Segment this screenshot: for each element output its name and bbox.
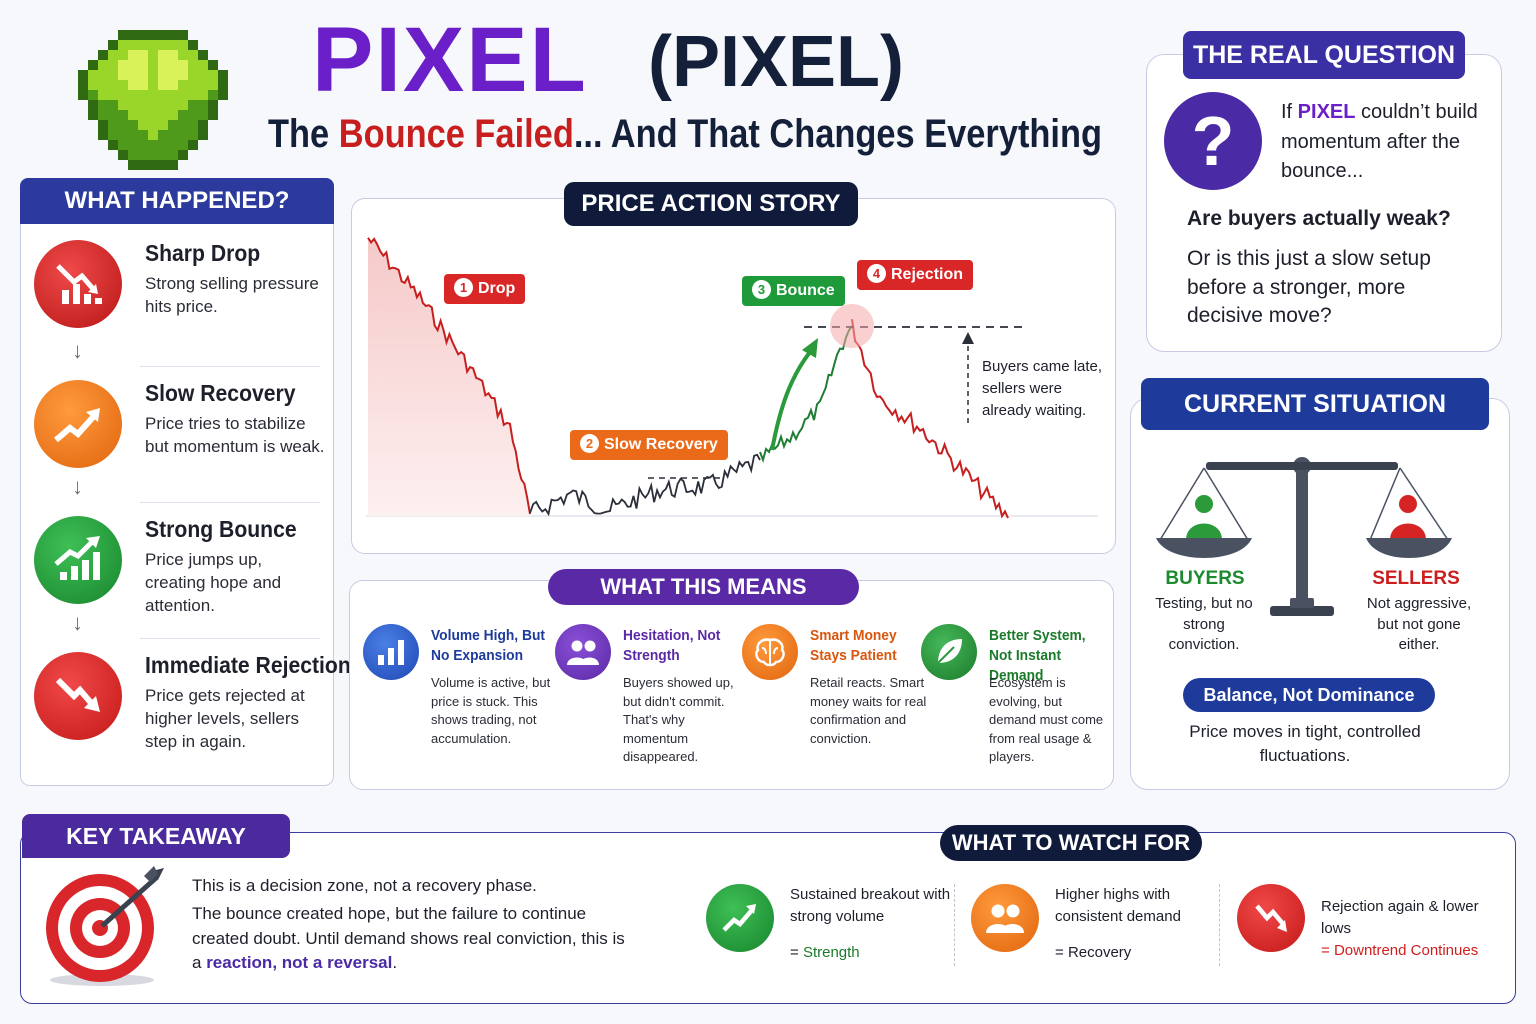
lead-highlight: PIXEL [1297,101,1356,123]
question-mark-icon: ? [1164,92,1262,190]
label-number: 2 [580,434,599,453]
what-this-means-panel [349,580,1114,790]
key-takeaway-body: The bounce created hope, but the failure… [192,904,625,972]
balance-badge: Balance, Not Dominance [1183,678,1435,712]
bounce-line [759,325,853,463]
users-icon [555,624,611,680]
price-action-title: PRICE ACTION STORY [564,182,858,226]
rejection-line [851,319,1009,519]
what-happened-item-title: Sharp Drop [145,240,261,266]
chart-label-rejection: 4 Rejection [857,260,974,290]
note-arrowhead [962,332,974,344]
rising-arrow-icon [34,380,122,468]
bounce-arrowhead [802,338,818,358]
key-takeaway-headline: This is a decision zone, not a recovery … [192,876,537,895]
falling-arrow-icon [34,652,122,740]
divider [954,884,955,966]
watch-for-title: WHAT TO WATCH FOR [940,825,1202,861]
what-happened-item-title: Slow Recovery [145,380,296,406]
buyers-desc: Testing, but no strong conviction. [1155,595,1253,653]
balance-scale-icon [1156,457,1452,616]
rejection-highlight [830,304,874,348]
label-number: 4 [867,264,886,283]
meaning-item-title: Smart Money Stays Patient [810,627,897,664]
down-arrow-icon: ↓ [72,610,83,635]
what-happened-item-title: Strong Bounce [145,516,297,542]
buyers-label: BUYERS [1165,568,1245,589]
drop-area-fill [368,237,530,517]
page-title: PIXEL [312,9,588,111]
divider [140,638,320,639]
rising-arrow-icon [706,884,774,952]
watch-item-text: Rejection again & lower lows [1321,898,1479,937]
ticker-symbol: (PIXEL) [648,22,905,102]
meaning-item-desc: Ecosystem is evolving, but demand must c… [989,675,1104,765]
current-situation-title: CURRENT SITUATION [1141,378,1489,430]
meaning-item-title: Hesitation, Not Strength [623,627,721,664]
sellers-desc: Not aggressive, but not gone either. [1366,595,1472,653]
users-icon [971,884,1039,952]
what-happened-item-desc: Price tries to stabilize but momentum is… [145,414,325,456]
meaning-item-title: Better System, Not Instant Demand [989,627,1086,684]
page-subtitle: The Bounce Failed... And That Changes Ev… [268,112,1102,156]
what-happened-title: WHAT HAPPENED? [20,178,334,224]
down-arrow-icon: ↓ [72,474,83,499]
real-question-lead: If PIXEL couldn’t build momentum after t… [1281,101,1478,182]
bar-chart-icon [363,624,419,680]
drop-line [367,237,531,515]
chart-label-slow-recovery: 2 Slow Recovery [570,430,728,460]
label-number: 1 [454,278,473,297]
watch-item-text: Sustained breakout with strong volume [790,886,951,925]
watch-item-result: = Strength [790,944,860,961]
what-happened-item-desc: Price jumps up, creating hope and attent… [145,550,282,615]
target-icon [46,866,164,986]
brain-icon [742,624,798,680]
real-question-title: THE REAL QUESTION [1183,31,1465,79]
meaning-item-desc: Buyers showed up, but didn't commit. Tha… [623,675,734,765]
leaf-icon [921,624,977,680]
pixel-gem-logo [78,30,228,170]
current-situation-desc: Price moves in tight, controlled fluctua… [1189,722,1421,765]
real-question-question: Are buyers actually weak? [1187,207,1451,230]
falling-bars-icon [34,240,122,328]
chart-annotation: Buyers came late, sellers were already w… [982,358,1103,419]
what-happened-item-desc: Price gets rejected at higher levels, se… [145,686,305,751]
watch-item-result: = Recovery [1055,944,1132,961]
meaning-item-desc: Volume is active, but price is stuck. Th… [431,675,551,746]
divider [140,366,320,367]
chart-label-drop: 1 Drop [444,274,526,304]
what-happened-item-title: Immediate Rejection [145,652,351,678]
bounce-arrow [770,350,812,451]
subtitle-highlight: Bounce Failed [338,112,574,156]
watch-item-result: = Downtrend Continues [1321,942,1479,959]
what-this-means-title: WHAT THIS MEANS [548,569,859,605]
current-situation-panel [1130,398,1510,790]
what-happened-item-desc: Strong selling pressure hits price. [145,274,319,316]
divider [140,502,320,503]
down-arrow-icon: ↓ [72,338,83,363]
price-action-chart [366,237,1098,519]
falling-arrow-icon [1237,884,1305,952]
key-takeaway-title: KEY TAKEAWAY [22,814,290,858]
range-line [529,453,761,517]
sellers-label: SELLERS [1372,568,1460,589]
key-takeaway-highlight: reaction, not a reversal [206,953,393,972]
real-question-alternative: Or is this just a slow setup before a st… [1187,247,1431,327]
meaning-item-desc: Retail reacts. Smart money waits for rea… [810,675,927,746]
chart-label-bounce: 3 Bounce [742,276,845,306]
divider [1219,884,1220,966]
meaning-item-title: Volume High, But No Expansion [431,627,545,664]
watch-item-text: Higher highs with consistent demand [1055,886,1181,925]
label-number: 3 [752,280,771,299]
rising-bars-icon [34,516,122,604]
